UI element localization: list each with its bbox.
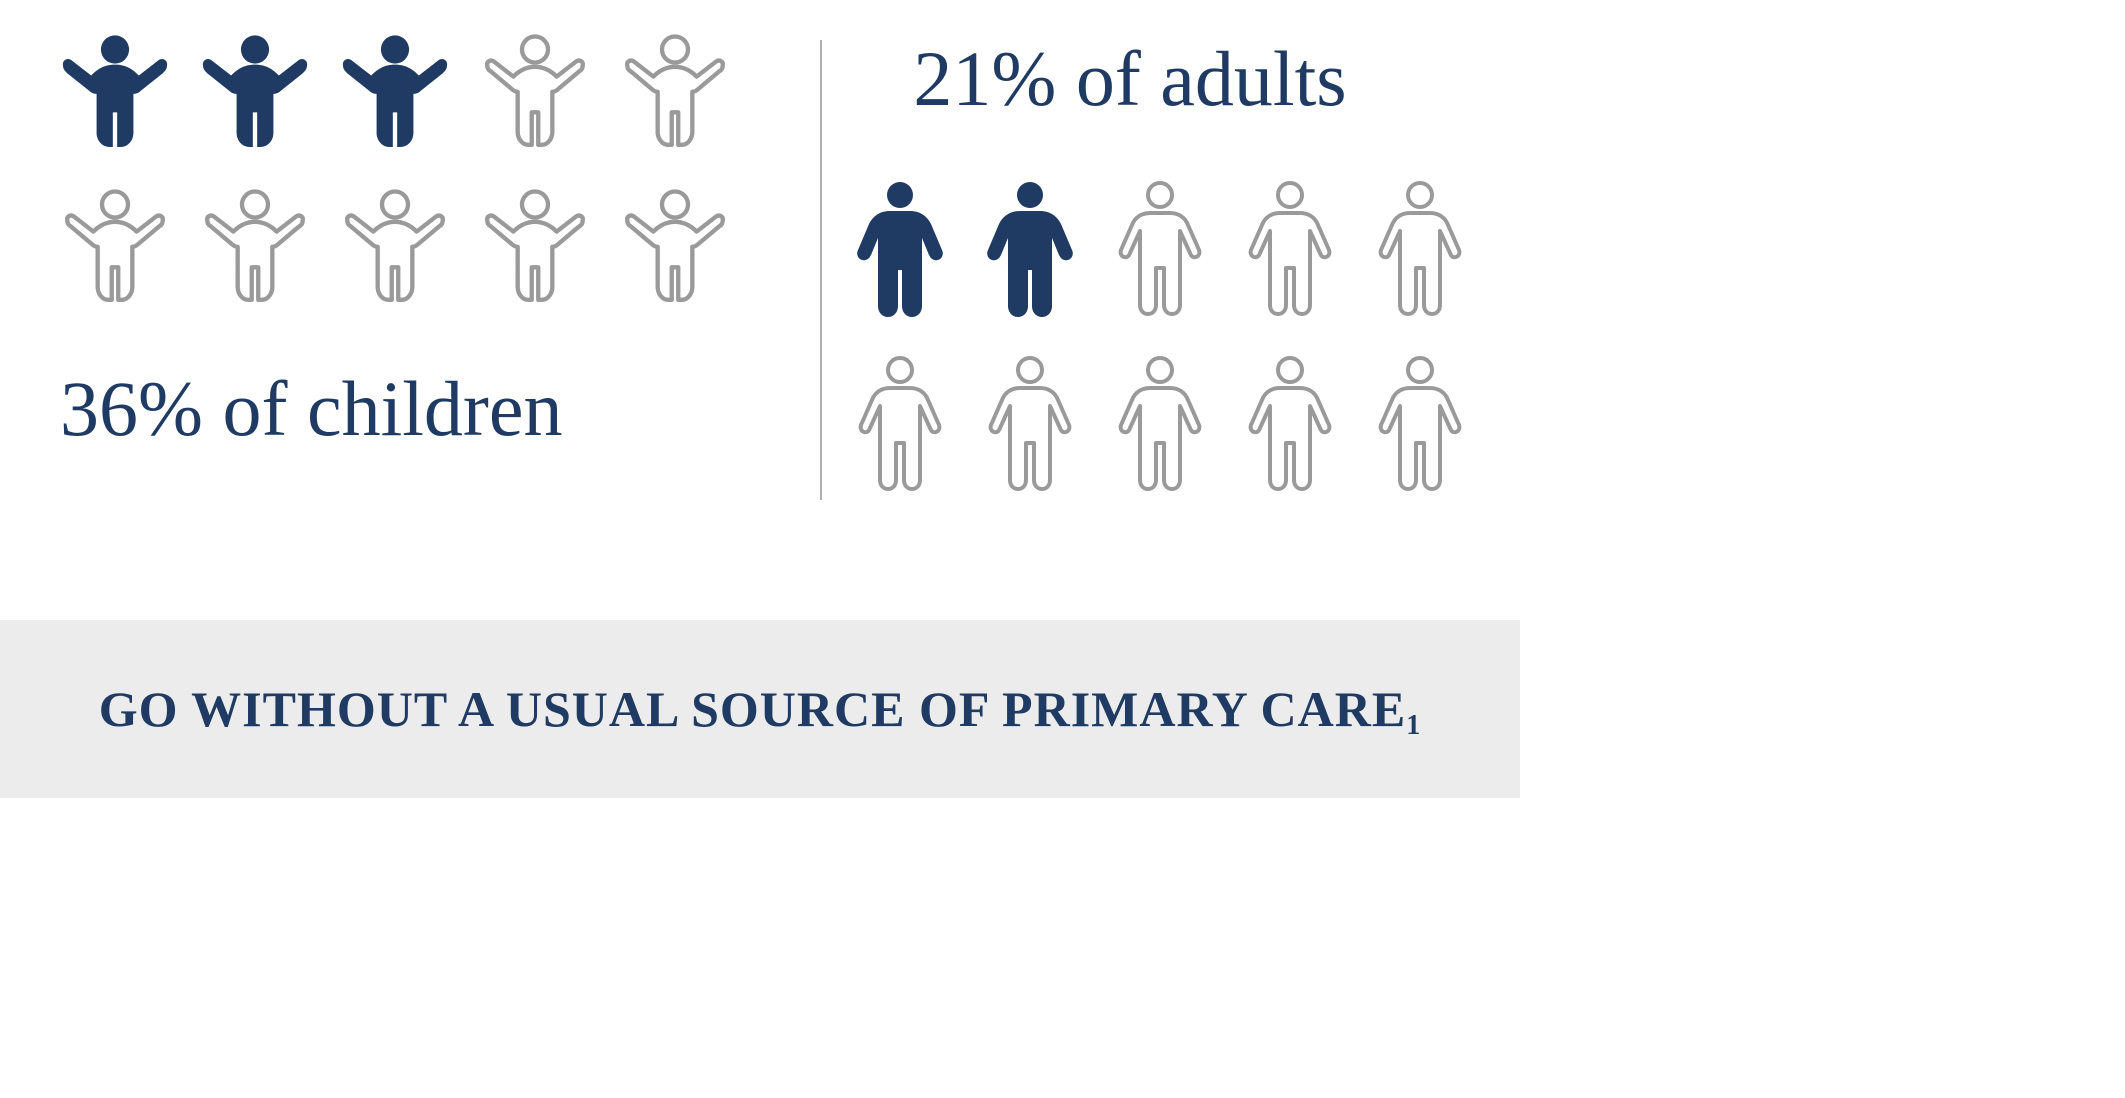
pictogram-row xyxy=(850,178,1470,333)
adult-icon xyxy=(1370,178,1470,333)
children-pictogram-grid xyxy=(60,30,730,320)
child-icon xyxy=(200,185,310,320)
child-icon xyxy=(340,30,450,165)
adult-icon xyxy=(980,353,1080,508)
footer-text: GO WITHOUT A USUAL SOURCE OF PRIMARY CAR… xyxy=(99,681,1421,737)
child-icon xyxy=(480,185,590,320)
adult-icon xyxy=(850,178,950,333)
vertical-divider xyxy=(820,40,822,500)
child-icon xyxy=(60,185,170,320)
adult-icon xyxy=(1240,353,1340,508)
child-icon xyxy=(620,30,730,165)
pictogram-row xyxy=(60,30,730,165)
child-icon xyxy=(200,30,310,165)
footer-bar: GO WITHOUT A USUAL SOURCE OF PRIMARY CAR… xyxy=(0,620,1520,798)
child-icon xyxy=(480,30,590,165)
adults-panel: 21% of adults xyxy=(770,30,1470,590)
child-icon xyxy=(60,30,170,165)
adult-icon xyxy=(1240,178,1340,333)
children-panel: 36% of children xyxy=(60,30,770,590)
adult-icon xyxy=(1370,353,1470,508)
pictogram-row xyxy=(850,353,1470,508)
pictogram-row xyxy=(60,185,730,320)
adult-icon xyxy=(850,353,950,508)
adult-icon xyxy=(980,178,1080,333)
adult-icon xyxy=(1110,178,1210,333)
children-stat-label: 36% of children xyxy=(60,370,730,448)
adults-pictogram-grid xyxy=(850,178,1470,508)
panels-row: 36% of children 21% of adults xyxy=(60,30,1460,590)
adults-stat-label: 21% of adults xyxy=(850,40,1470,118)
child-icon xyxy=(620,185,730,320)
footer-subscript: 1 xyxy=(1406,710,1421,741)
adult-icon xyxy=(1110,353,1210,508)
footer-text-main: GO WITHOUT A USUAL SOURCE OF PRIMARY CAR… xyxy=(99,681,1406,737)
infographic-container: 36% of children 21% of adults xyxy=(0,0,1520,590)
child-icon xyxy=(340,185,450,320)
